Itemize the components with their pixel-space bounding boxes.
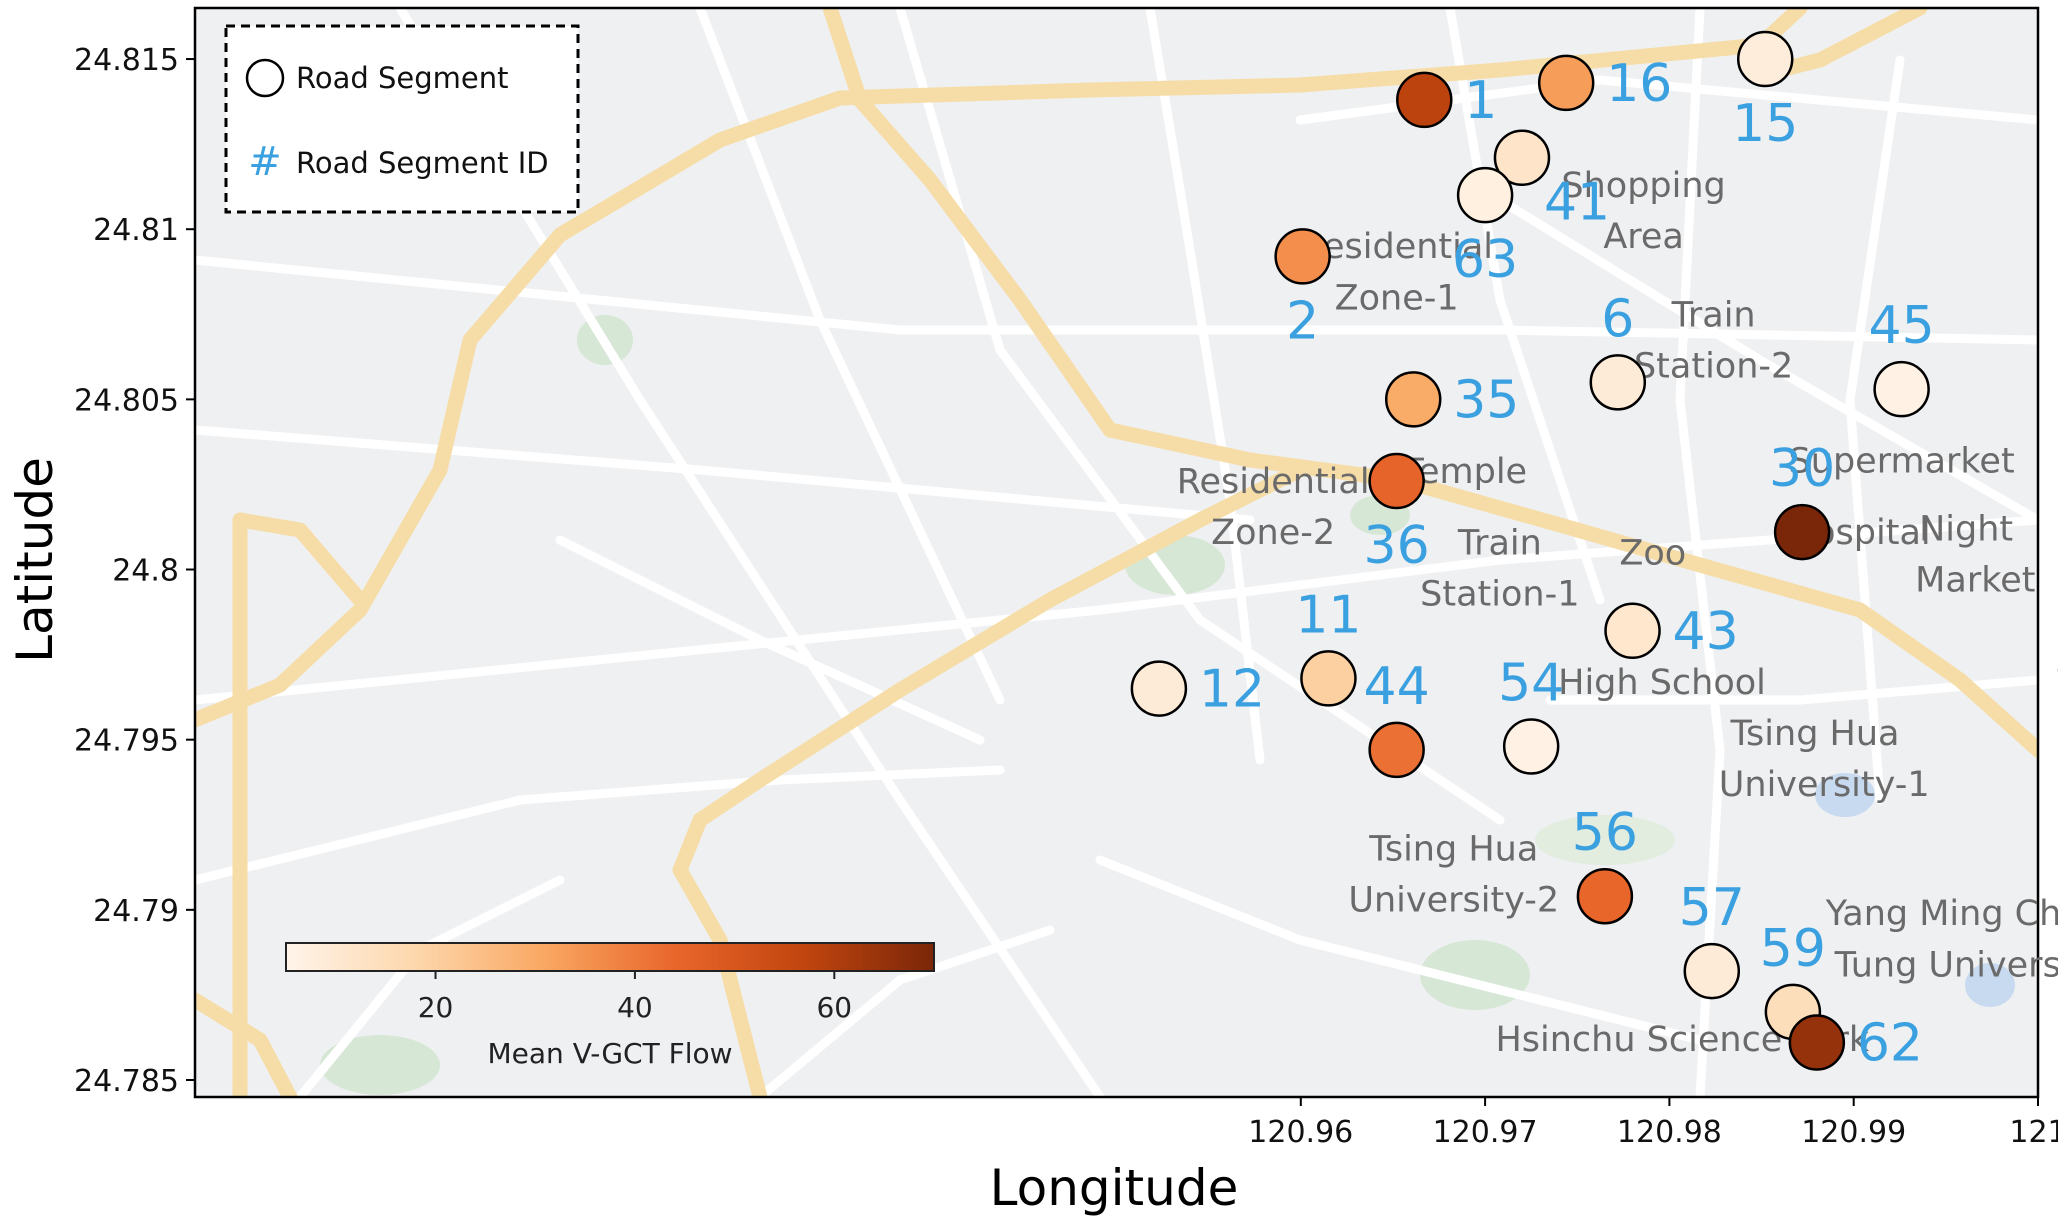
colorbar-label: Mean V-GCT Flow: [488, 1037, 733, 1070]
road-segment-marker: [1274, 228, 1331, 285]
road-segment-marker: [1368, 721, 1425, 779]
x-tick-label: 120.99: [1801, 1115, 1906, 1150]
colorbar-tick-label: 20: [418, 991, 454, 1024]
basemap: [195, 8, 2038, 1097]
road-segment-marker: [1502, 718, 1560, 775]
road-segment-id-label: 63: [1452, 230, 1518, 290]
road-segment-id-label: 62: [1857, 1014, 1923, 1074]
place-label: Zone-2: [1211, 513, 1335, 553]
legend: Road Segment # Road Segment ID: [224, 24, 580, 214]
place-label: Supermarket: [1789, 442, 2015, 482]
road-segment-id-label: 6: [1601, 289, 1634, 349]
y-tick-label: 24.8: [112, 554, 179, 589]
road-segment-marker: [1788, 1014, 1846, 1071]
road-segment-marker: [1493, 129, 1551, 186]
legend-circle-icon: [245, 58, 285, 98]
legend-label-road-segment: Road Segment: [296, 61, 509, 95]
x-tick-label: 120.96: [1248, 1115, 1353, 1150]
place-label: Zone-1: [1335, 278, 1459, 318]
x-axis-label: Longitude: [990, 1159, 1239, 1217]
place-label: University-2: [1348, 881, 1559, 921]
place-label: Tung University: [1834, 945, 2058, 985]
road-segment-id-label: 11: [1295, 585, 1361, 645]
place-label: Transfer: [2057, 663, 2058, 703]
road-segment-marker: [1537, 54, 1595, 112]
place-label: Residential: [1177, 462, 1370, 502]
place-label: Yang Ming Chiao: [1825, 894, 2058, 934]
road-segment-id-label: 43: [1673, 602, 1739, 662]
road-segment-points: 116154163264535363043121132445456575962: [1130, 30, 1935, 1074]
road-segment-id-label: 35: [1453, 370, 1519, 430]
road-segment-marker: [1873, 360, 1930, 418]
road-segment-id-label: 12: [1199, 660, 1265, 720]
x-tick-label: 121: [2009, 1115, 2058, 1150]
road-segment-marker: [1589, 354, 1647, 411]
road-segment-id-label: 44: [1364, 657, 1430, 717]
road-segment-id-label: 57: [1679, 878, 1745, 938]
place-label: Tsing Hua: [1368, 830, 1538, 870]
road-segment-marker: [1130, 660, 1188, 717]
road-segment-marker: [1576, 867, 1634, 925]
colorbar: 20 40 60 Mean V-GCT Flow: [285, 942, 935, 1070]
place-label: Residential: [1300, 227, 1493, 267]
road-segment-id-label: 45: [1869, 296, 1935, 356]
road-segment-id-label: 54: [1498, 653, 1564, 713]
road-segment-marker: [1683, 942, 1741, 1000]
place-label: Station-1: [1420, 574, 1579, 614]
road-segment-marker: [1736, 30, 1794, 88]
y-axis-label: Latitude: [6, 457, 64, 663]
place-label: Train: [1671, 295, 1756, 335]
y-tick-label: 24.815: [74, 43, 179, 78]
road-segment-id-label: 59: [1760, 919, 1826, 979]
x-axis-ticks: 120.96 120.97 120.98 120.99 121: [1248, 1097, 2058, 1150]
place-label: Area: [1603, 217, 1684, 257]
road-segment-marker: [1300, 650, 1357, 707]
legend-hash-icon: #: [248, 139, 282, 185]
road-segment-id-label: 16: [1606, 54, 1672, 114]
road-segment-id-label: 30: [1769, 439, 1835, 499]
road-segment-id-label: 15: [1732, 94, 1798, 154]
place-label: Night: [1919, 510, 2013, 550]
road-segment-id-label: 41: [1544, 173, 1610, 233]
legend-label-road-segment-id: Road Segment ID: [296, 146, 549, 180]
road-segment-id-label: 56: [1572, 803, 1638, 863]
colorbar-tick-label: 40: [617, 991, 653, 1024]
road-segment-marker: [1456, 166, 1514, 224]
road-segment-marker: [1773, 503, 1831, 561]
road-segment-id-label: 1: [1464, 71, 1497, 131]
plot-frame: [193, 6, 2040, 1099]
place-label: Tsing Hua: [1729, 714, 1899, 754]
road-segment-marker: [1384, 371, 1442, 428]
y-tick-label: 24.795: [74, 724, 179, 759]
road-segment-marker: [1368, 452, 1425, 510]
road-segment-id-label: 2: [1286, 291, 1319, 351]
place-label: University-1: [1719, 765, 1930, 805]
legend-box: [224, 24, 580, 214]
place-label: Train: [1457, 523, 1542, 563]
y-tick-label: 24.785: [74, 1064, 179, 1099]
road-segment-marker: [1396, 71, 1453, 129]
colorbar-gradient: [285, 942, 935, 972]
colorbar-tick-label: 60: [816, 991, 852, 1024]
road-segment-marker: [1604, 602, 1661, 660]
x-tick-label: 120.97: [1433, 1115, 1538, 1150]
y-axis-ticks: 24.785 24.79 24.795 24.8 24.805 24.81 24.815: [74, 43, 195, 1099]
place-label: Station-2: [1634, 346, 1793, 386]
y-tick-label: 24.805: [74, 383, 179, 418]
road-segment-id-label: 36: [1364, 516, 1430, 576]
x-tick-label: 120.98: [1617, 1115, 1722, 1150]
y-tick-label: 24.79: [93, 894, 179, 929]
place-label: Market: [1915, 561, 2035, 601]
place-label: Shopping: [1561, 166, 1725, 206]
place-label: Zoo: [1619, 534, 1686, 574]
y-tick-label: 24.81: [93, 213, 179, 248]
place-label: High School: [1558, 663, 1766, 703]
